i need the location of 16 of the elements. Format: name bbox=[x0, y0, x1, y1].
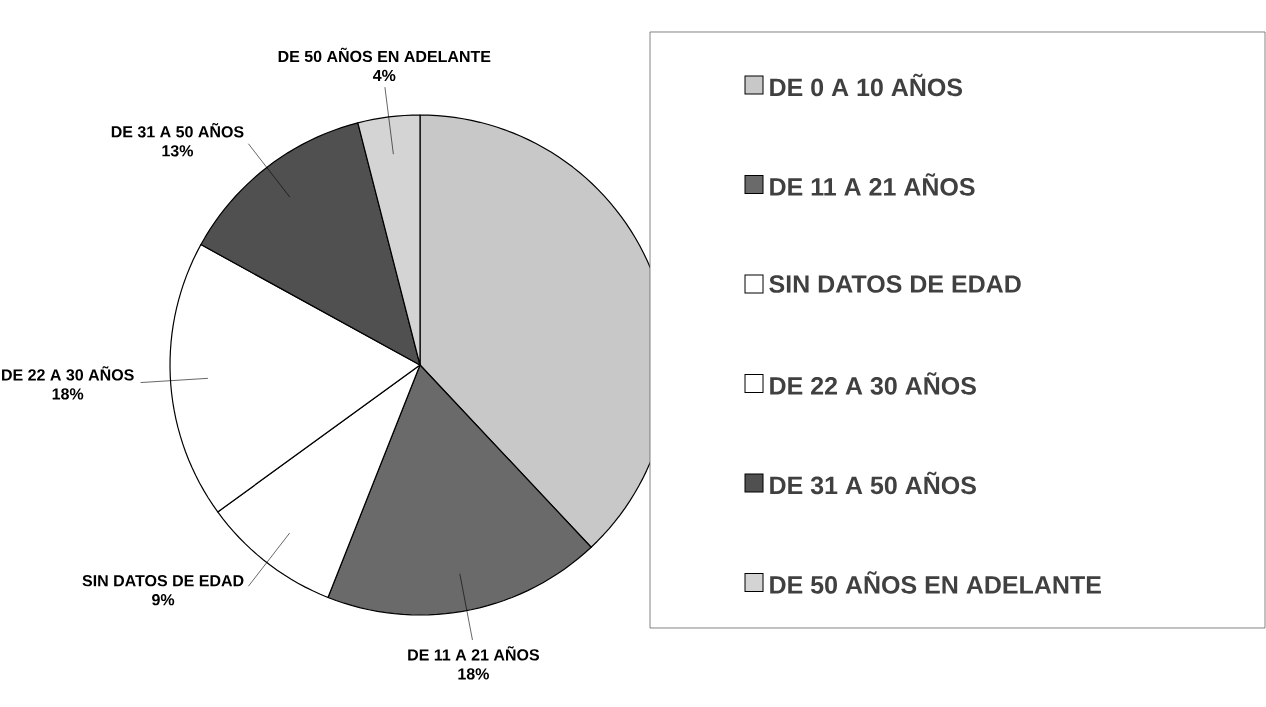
legend-label: DE 50 AÑOS EN ADELANTE bbox=[770, 571, 1101, 594]
data-label: 13% bbox=[162, 145, 194, 157]
slice-label: DE 31 A 50 AÑOS bbox=[111, 123, 244, 138]
legend-label: DE 22 A 30 AÑOS bbox=[770, 372, 976, 395]
data-label: 9% bbox=[152, 594, 175, 606]
legend-label: SIN DATOS DE EDAD bbox=[769, 275, 1021, 293]
legend-label: DE 11 A 21 AÑOS bbox=[770, 173, 975, 196]
data-label: 18% bbox=[458, 668, 489, 680]
data-label: 18% bbox=[52, 388, 84, 400]
slice-label: SIN DATOS DE EDAD bbox=[82, 575, 244, 587]
slice-label: DE 22 A 30 AÑOS bbox=[2, 366, 134, 381]
slice-label: DE 11 A 21 AÑOS bbox=[408, 646, 539, 661]
slice-label: DE 50 AÑOS EN ADELANTE bbox=[278, 47, 491, 63]
data-label: 4% bbox=[372, 69, 396, 82]
legend-label: DE 0 A 10 AÑOS bbox=[770, 73, 963, 97]
legend-label: DE 31 A 50 AÑOS bbox=[770, 471, 976, 495]
